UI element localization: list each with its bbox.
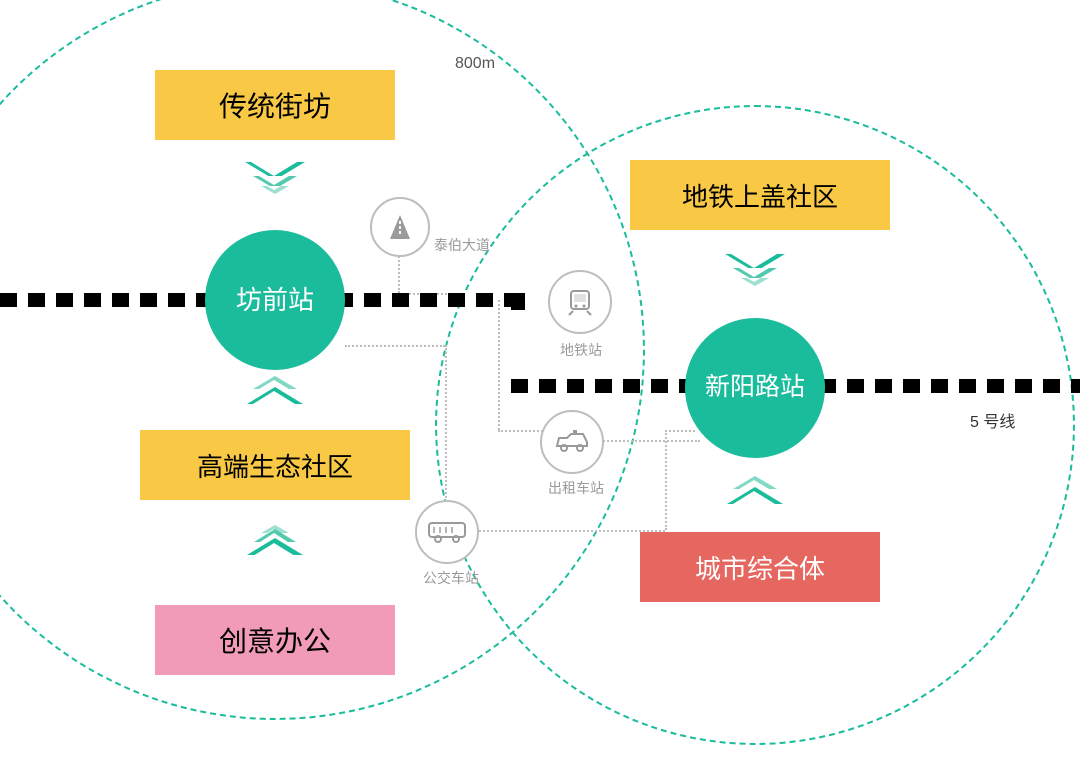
metro-line-seg-1 xyxy=(511,293,525,393)
box-metro_comm: 地铁上盖社区 xyxy=(630,160,890,230)
arrow-stack-a4 xyxy=(725,254,785,287)
metro-line-label: 5 号线 xyxy=(970,408,1015,432)
connector-5 xyxy=(475,530,665,532)
diagram-canvas: 800m 5 号线 泰伯大道地铁站出租车站公交车站 坊前站新阳路站 传统街坊高端生态社区… xyxy=(0,0,1080,764)
connector-3 xyxy=(498,430,543,432)
bus-icon xyxy=(415,500,479,564)
chevron-up-icon xyxy=(247,538,303,555)
box-label-traditional: 传统街坊 xyxy=(219,85,331,125)
arrow-stack-a5 xyxy=(727,476,783,505)
poi-label-road: 泰伯大道 xyxy=(434,235,490,255)
box-label-eco: 高端生态社区 xyxy=(197,447,353,484)
connector-7 xyxy=(665,430,695,432)
box-eco: 高端生态社区 xyxy=(140,430,410,500)
chevron-down-icon xyxy=(741,278,769,287)
box-label-complex: 城市综合体 xyxy=(695,549,825,586)
radius-label: 800m xyxy=(455,55,495,73)
connector-9 xyxy=(445,345,447,505)
poi-label-bus: 公交车站 xyxy=(423,568,479,588)
chevron-up-icon xyxy=(727,487,783,504)
arrow-stack-a3 xyxy=(247,525,303,556)
chevron-up-icon xyxy=(247,387,303,404)
connector-2 xyxy=(498,300,500,430)
station-label-xinyanglu: 新阳路站 xyxy=(705,374,805,402)
connector-6 xyxy=(665,430,667,530)
box-label-metro_comm: 地铁上盖社区 xyxy=(682,177,838,214)
station-xinyanglu: 新阳路站 xyxy=(685,318,825,458)
arrow-stack-a2 xyxy=(247,376,303,405)
box-traditional: 传统街坊 xyxy=(155,70,395,140)
connector-0 xyxy=(398,253,400,293)
box-complex: 城市综合体 xyxy=(640,532,880,602)
box-creative: 创意办公 xyxy=(155,605,395,675)
box-label-creative: 创意办公 xyxy=(219,620,331,660)
road-icon xyxy=(370,197,430,257)
connector-4 xyxy=(600,440,700,442)
metro-icon xyxy=(548,270,612,334)
connector-8 xyxy=(345,345,445,347)
station-fangqian: 坊前站 xyxy=(205,230,345,370)
chevron-down-icon xyxy=(261,186,289,195)
taxi-icon xyxy=(540,410,604,474)
station-label-fangqian: 坊前站 xyxy=(236,286,314,315)
arrow-stack-a1 xyxy=(245,162,305,195)
poi-label-metro: 地铁站 xyxy=(560,340,602,360)
poi-label-taxi: 出租车站 xyxy=(548,478,604,498)
